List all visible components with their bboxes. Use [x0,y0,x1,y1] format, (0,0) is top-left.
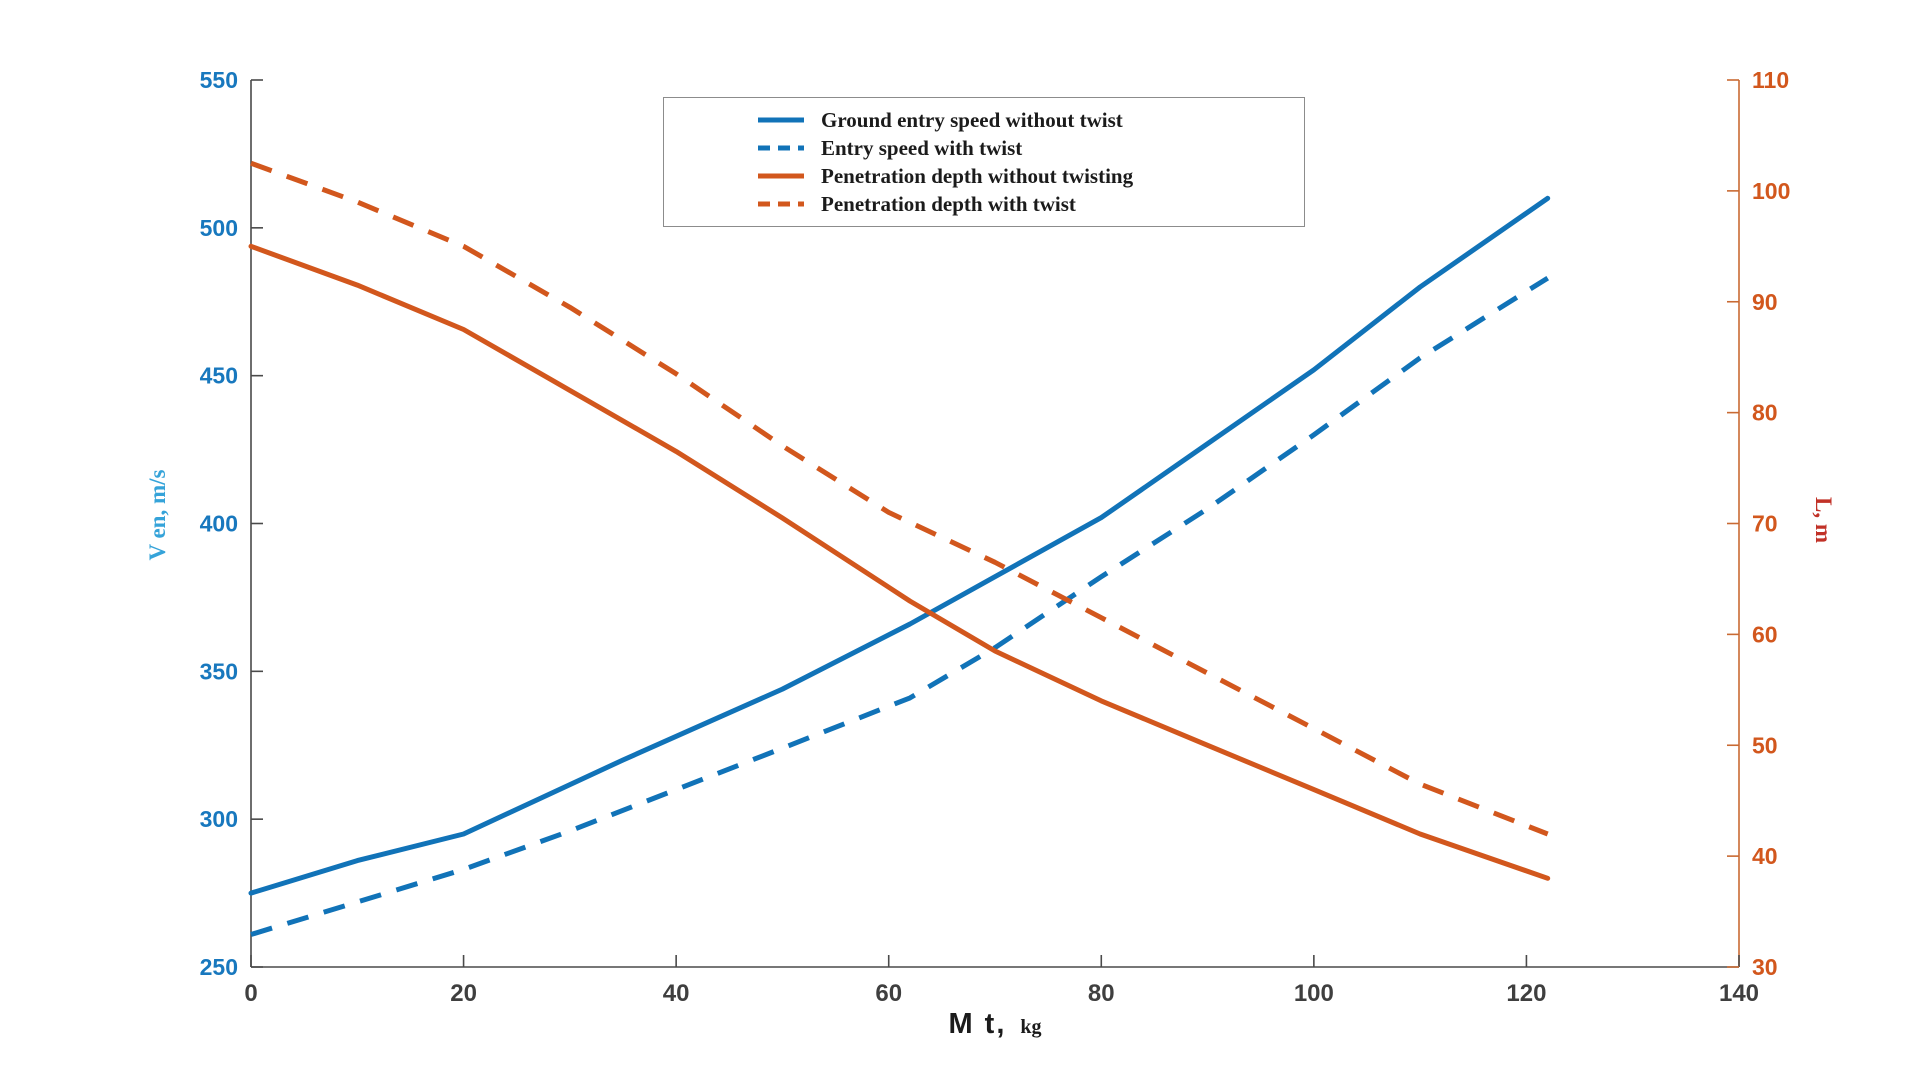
svg-text:450: 450 [200,363,238,389]
legend-line-sample [758,173,804,179]
svg-text:20: 20 [450,980,477,1007]
legend-item-label: Ground entry speed without twist [821,107,1123,132]
svg-text:70: 70 [1752,511,1778,537]
y-axis-label-left: V en, m/s [145,469,170,561]
svg-text:120: 120 [1506,980,1546,1007]
y-axis-label-right: L, m [1811,497,1836,543]
svg-text:80: 80 [1752,400,1778,426]
svg-text:100: 100 [1752,178,1790,204]
svg-text:550: 550 [200,67,238,93]
svg-text:0: 0 [244,980,257,1007]
svg-text:100: 100 [1294,980,1334,1007]
legend: Ground entry speed without twist Entry s… [663,97,1305,227]
legend-line-sample [758,117,804,123]
x-axis-label: M t, kg [948,1008,1041,1041]
svg-text:400: 400 [200,511,238,537]
legend-item-label: Penetration depth with twist [821,191,1076,216]
svg-text:300: 300 [200,806,238,832]
svg-text:50: 50 [1752,732,1778,758]
svg-text:250: 250 [200,954,238,980]
legend-line-sample [758,145,804,151]
svg-text:110: 110 [1752,67,1789,93]
legend-item: Ground entry speed without twist [756,108,1294,133]
svg-text:90: 90 [1752,289,1778,315]
svg-text:60: 60 [875,980,902,1007]
legend-item: Entry speed with twist [756,136,1294,161]
svg-text:140: 140 [1719,980,1759,1007]
legend-item: Penetration depth with twist [756,192,1294,217]
legend-item: Penetration depth without twisting [756,164,1294,189]
svg-text:60: 60 [1752,621,1778,647]
svg-text:40: 40 [1752,843,1778,869]
svg-text:80: 80 [1088,980,1115,1007]
x-axis-label-main: M t, [948,1008,1007,1040]
legend-item-label: Penetration depth without twisting [821,163,1134,188]
svg-text:40: 40 [663,980,690,1007]
svg-text:30: 30 [1752,954,1778,980]
legend-item-label: Entry speed with twist [821,135,1023,160]
svg-text:500: 500 [200,215,238,241]
legend-line-sample [758,201,804,207]
x-axis-label-unit: kg [1020,1016,1042,1038]
svg-text:350: 350 [200,658,238,684]
